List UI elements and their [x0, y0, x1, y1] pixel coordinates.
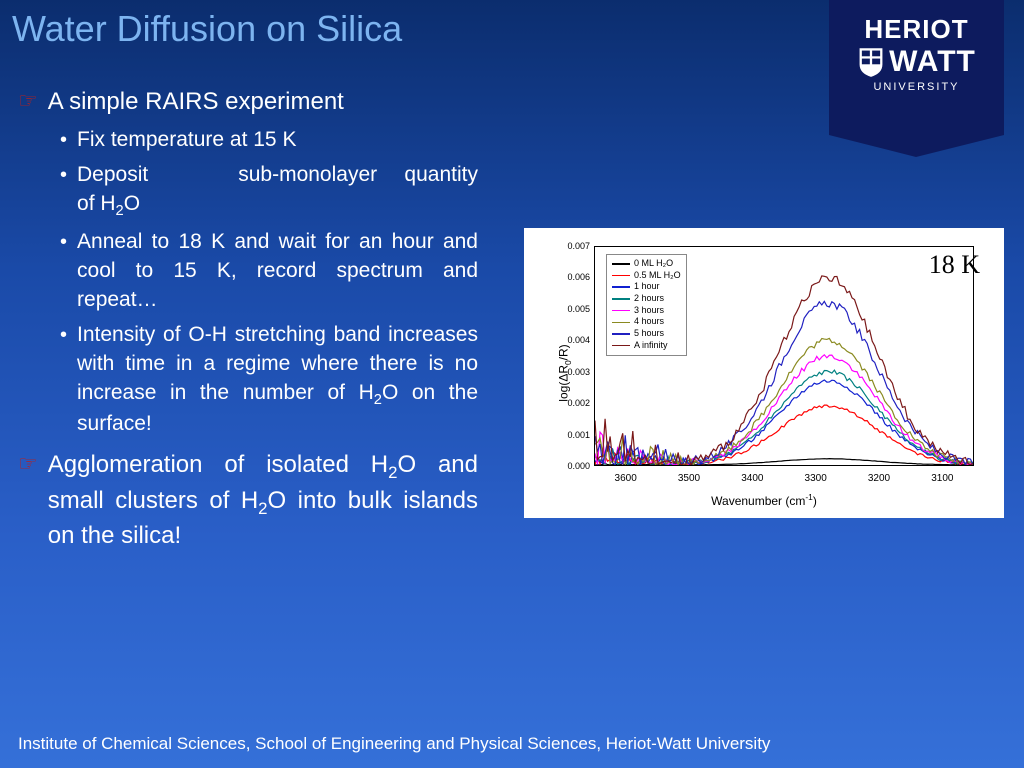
sub-4: Intensity of O-H stretching band increas…	[77, 321, 478, 439]
bullet-dot: •	[60, 126, 67, 155]
footer-text: Institute of Chemical Sciences, School o…	[18, 734, 770, 754]
sub-1: Fix temperature at 15 K	[77, 126, 296, 155]
page-title: Water Diffusion on Silica	[12, 8, 402, 50]
sub-3: Anneal to 18 K and wait for an hour and …	[77, 228, 478, 315]
spectrum-chart: 18 K log(ΔR0/R) Wavenumber (cm-1) 0 ML H…	[524, 228, 1004, 518]
bullet-2: Agglomeration of isolated H2O and small …	[48, 449, 478, 552]
content-column: ☞ A simple RAIRS experiment • Fix temper…	[18, 80, 478, 552]
sub-2: Depositsub-monolayer quantity of H2O	[77, 161, 478, 221]
shield-icon	[857, 46, 885, 78]
chart-legend: 0 ML H₂O0.5 ML H₂O1 hour2 hours3 hours4 …	[606, 254, 687, 356]
logo-line3: UNIVERSITY	[829, 81, 1004, 93]
university-logo: HERIOT WATT UNIVERSITY	[829, 0, 1004, 135]
hand-icon: ☞	[18, 449, 38, 552]
bullet-dot: •	[60, 321, 67, 439]
bullet-1: A simple RAIRS experiment	[48, 86, 344, 118]
chart-xlabel: Wavenumber (cm-1)	[524, 492, 1004, 508]
bullet-dot: •	[60, 161, 67, 221]
logo-line1: HERIOT	[829, 14, 1004, 45]
hand-icon: ☞	[18, 86, 38, 118]
bullet-dot: •	[60, 228, 67, 315]
logo-line2: WATT	[889, 45, 976, 79]
